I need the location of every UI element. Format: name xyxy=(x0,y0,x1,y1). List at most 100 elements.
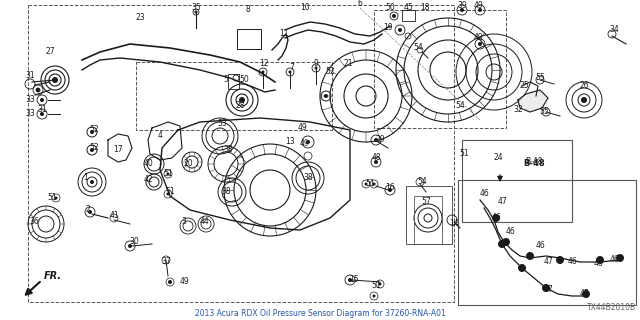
Text: 33: 33 xyxy=(25,109,35,118)
Circle shape xyxy=(36,88,40,92)
Circle shape xyxy=(582,290,590,298)
Circle shape xyxy=(374,160,378,164)
Text: 52: 52 xyxy=(325,68,335,76)
Circle shape xyxy=(365,182,367,186)
Bar xyxy=(406,186,452,244)
Bar xyxy=(136,62,332,130)
Text: 4: 4 xyxy=(157,132,163,140)
Circle shape xyxy=(542,284,550,292)
Text: 23: 23 xyxy=(135,13,145,22)
Text: 45: 45 xyxy=(403,4,413,12)
Text: B-48: B-48 xyxy=(525,157,543,166)
Text: FR.: FR. xyxy=(44,271,62,281)
Text: 51: 51 xyxy=(47,194,57,203)
Text: 49: 49 xyxy=(297,124,307,132)
Text: 49: 49 xyxy=(473,34,483,43)
Circle shape xyxy=(166,172,170,175)
Text: 29: 29 xyxy=(375,135,385,145)
Text: 50: 50 xyxy=(385,4,395,12)
Text: 16: 16 xyxy=(385,183,395,193)
Text: 44: 44 xyxy=(199,218,209,227)
Circle shape xyxy=(372,294,376,298)
Text: 46: 46 xyxy=(535,242,545,251)
Text: 36: 36 xyxy=(29,218,39,227)
Text: 9: 9 xyxy=(314,60,319,68)
Circle shape xyxy=(518,264,526,272)
Text: 14: 14 xyxy=(449,220,459,228)
Text: 39: 39 xyxy=(457,2,467,11)
Circle shape xyxy=(556,256,564,264)
Circle shape xyxy=(372,182,376,186)
Circle shape xyxy=(90,180,94,184)
Text: 13: 13 xyxy=(285,138,295,147)
Text: 57: 57 xyxy=(421,197,431,206)
Text: 32: 32 xyxy=(513,106,523,115)
Text: 47: 47 xyxy=(543,285,553,294)
Text: 11: 11 xyxy=(279,29,289,38)
Text: 31: 31 xyxy=(37,106,47,115)
Text: 55: 55 xyxy=(535,74,545,83)
Text: 52: 52 xyxy=(89,125,99,134)
Circle shape xyxy=(374,138,378,142)
Text: 52: 52 xyxy=(89,143,99,153)
Text: TX44B2010B: TX44B2010B xyxy=(587,303,636,312)
Circle shape xyxy=(90,148,94,152)
Circle shape xyxy=(526,252,534,260)
Text: 47: 47 xyxy=(543,258,553,267)
Text: 51: 51 xyxy=(459,149,469,158)
Text: 31: 31 xyxy=(25,71,35,81)
Text: 55: 55 xyxy=(539,108,549,116)
Text: 3: 3 xyxy=(182,218,186,227)
Text: 37: 37 xyxy=(161,258,171,267)
Text: 2: 2 xyxy=(86,205,90,214)
Text: 2013 Acura RDX Oil Pressure Sensor Diagram for 37260-RNA-A01: 2013 Acura RDX Oil Pressure Sensor Diagr… xyxy=(195,309,445,318)
Text: 18: 18 xyxy=(420,4,429,12)
Text: 51: 51 xyxy=(365,180,375,188)
Circle shape xyxy=(90,130,94,134)
Circle shape xyxy=(306,140,310,144)
Circle shape xyxy=(596,256,604,264)
Text: 6: 6 xyxy=(358,0,362,9)
Text: 46: 46 xyxy=(567,258,577,267)
Circle shape xyxy=(262,70,264,74)
Circle shape xyxy=(40,98,44,102)
Circle shape xyxy=(478,42,482,46)
Text: 17: 17 xyxy=(113,146,123,155)
Circle shape xyxy=(314,67,317,69)
Circle shape xyxy=(460,8,464,12)
Circle shape xyxy=(168,280,172,284)
Text: 38: 38 xyxy=(221,188,231,196)
Text: 20: 20 xyxy=(183,159,193,169)
Text: 35: 35 xyxy=(191,4,201,12)
Text: 38: 38 xyxy=(223,146,233,155)
Text: 46: 46 xyxy=(491,213,501,222)
Circle shape xyxy=(128,244,132,248)
Bar xyxy=(458,180,636,305)
Circle shape xyxy=(195,11,198,13)
Circle shape xyxy=(289,70,291,74)
Text: 25: 25 xyxy=(519,82,529,91)
Text: 30: 30 xyxy=(129,237,139,246)
Text: 47: 47 xyxy=(497,197,507,206)
Text: 24: 24 xyxy=(493,154,503,163)
Text: 5: 5 xyxy=(223,76,228,84)
Circle shape xyxy=(239,97,245,103)
Circle shape xyxy=(324,94,328,98)
Text: 48: 48 xyxy=(371,154,381,163)
Text: 47: 47 xyxy=(579,290,589,299)
Circle shape xyxy=(378,283,381,285)
Text: 8: 8 xyxy=(246,5,250,14)
Text: 15: 15 xyxy=(349,276,359,284)
Circle shape xyxy=(40,112,44,116)
Circle shape xyxy=(52,77,58,83)
Text: B-48: B-48 xyxy=(523,159,545,169)
Text: 33: 33 xyxy=(25,95,35,105)
Text: 34: 34 xyxy=(609,26,619,35)
Circle shape xyxy=(398,28,402,32)
Text: 19: 19 xyxy=(383,23,393,33)
Circle shape xyxy=(478,8,482,12)
Circle shape xyxy=(581,97,587,103)
Text: 12: 12 xyxy=(259,60,269,68)
Circle shape xyxy=(616,254,624,262)
Circle shape xyxy=(392,14,396,18)
